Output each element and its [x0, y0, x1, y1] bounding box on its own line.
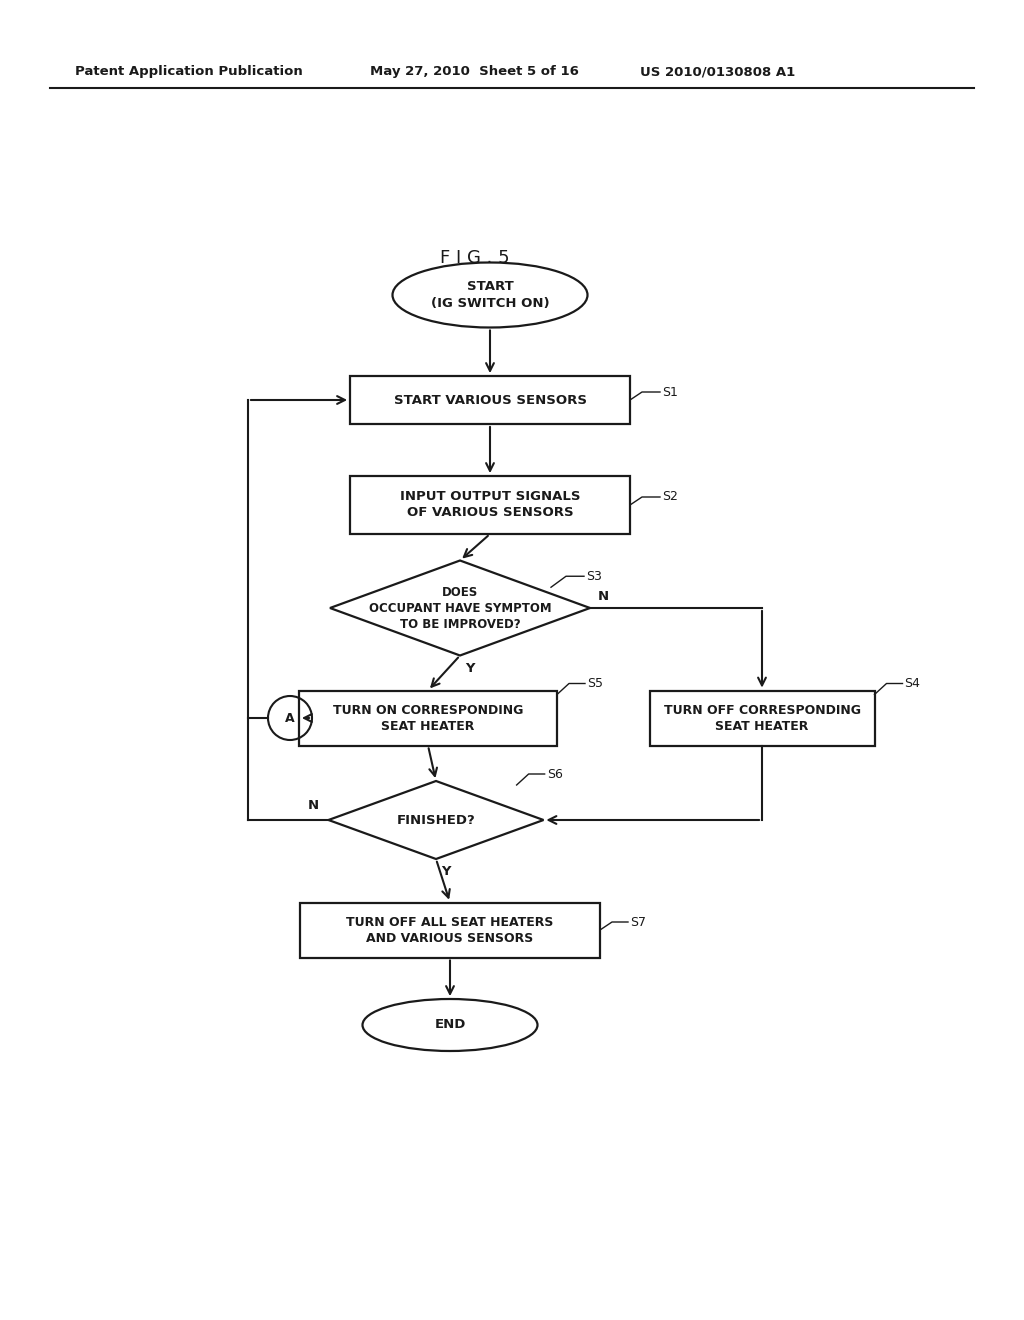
Text: N: N [598, 590, 609, 603]
Text: FINISHED?: FINISHED? [396, 813, 475, 826]
Text: S3: S3 [586, 570, 602, 582]
Text: INPUT OUTPUT SIGNALS
OF VARIOUS SENSORS: INPUT OUTPUT SIGNALS OF VARIOUS SENSORS [399, 491, 581, 520]
Text: F I G . 5: F I G . 5 [440, 249, 510, 267]
Text: S5: S5 [587, 677, 603, 690]
Text: START VARIOUS SENSORS: START VARIOUS SENSORS [393, 393, 587, 407]
Text: START
(IG SWITCH ON): START (IG SWITCH ON) [431, 281, 549, 309]
Text: DOES
OCCUPANT HAVE SYMPTOM
TO BE IMPROVED?: DOES OCCUPANT HAVE SYMPTOM TO BE IMPROVE… [369, 586, 551, 631]
Text: TURN ON CORRESPONDING
SEAT HEATER: TURN ON CORRESPONDING SEAT HEATER [333, 704, 523, 733]
Text: S6: S6 [547, 767, 562, 780]
Text: END: END [434, 1019, 466, 1031]
Text: Patent Application Publication: Patent Application Publication [75, 66, 303, 78]
Text: N: N [307, 799, 318, 812]
Text: Y: Y [441, 865, 451, 878]
Text: S4: S4 [904, 677, 921, 690]
Text: TURN OFF ALL SEAT HEATERS
AND VARIOUS SENSORS: TURN OFF ALL SEAT HEATERS AND VARIOUS SE… [346, 916, 554, 945]
Text: S1: S1 [662, 385, 678, 399]
Text: S7: S7 [630, 916, 646, 928]
Text: TURN OFF CORRESPONDING
SEAT HEATER: TURN OFF CORRESPONDING SEAT HEATER [664, 704, 860, 733]
Text: A: A [286, 711, 295, 725]
Text: US 2010/0130808 A1: US 2010/0130808 A1 [640, 66, 796, 78]
Text: S2: S2 [662, 491, 678, 503]
Text: May 27, 2010  Sheet 5 of 16: May 27, 2010 Sheet 5 of 16 [370, 66, 579, 78]
Text: Y: Y [465, 661, 474, 675]
